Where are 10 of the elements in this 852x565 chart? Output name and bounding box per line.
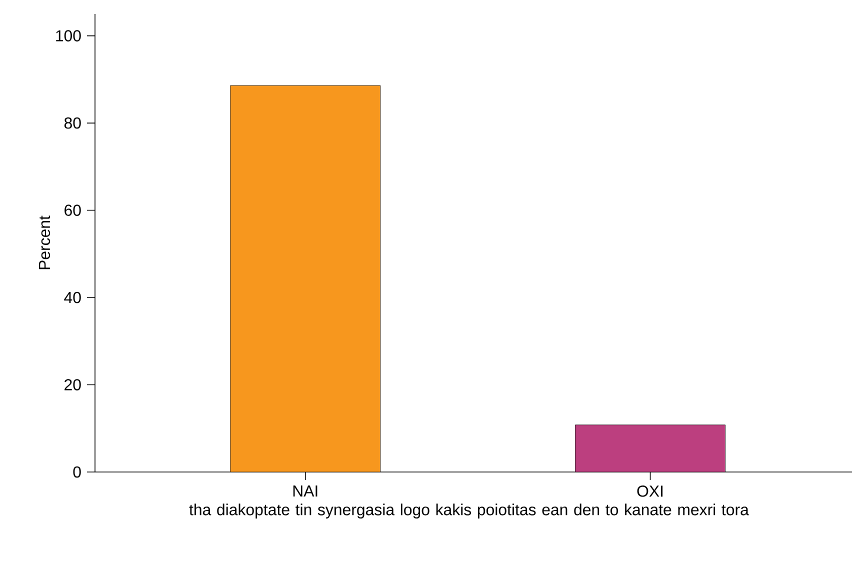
y-tick-label: 60	[64, 204, 81, 216]
y-tick-label: 20	[64, 379, 81, 390]
x-tick-label: OXI	[637, 486, 663, 497]
y-axis-title: Percent	[38, 216, 50, 270]
y-tick-label: 0	[73, 466, 81, 478]
x-axis-title: tha diakoptate tin synergasia logo kakis poiotitas ean den to kanate mexri tora	[189, 504, 749, 518]
y-tick-label: 80	[64, 117, 81, 129]
x-tick-label: NAI	[293, 486, 318, 496]
y-tick-label: 40	[64, 292, 81, 304]
y-tick-label: 100	[56, 30, 81, 42]
